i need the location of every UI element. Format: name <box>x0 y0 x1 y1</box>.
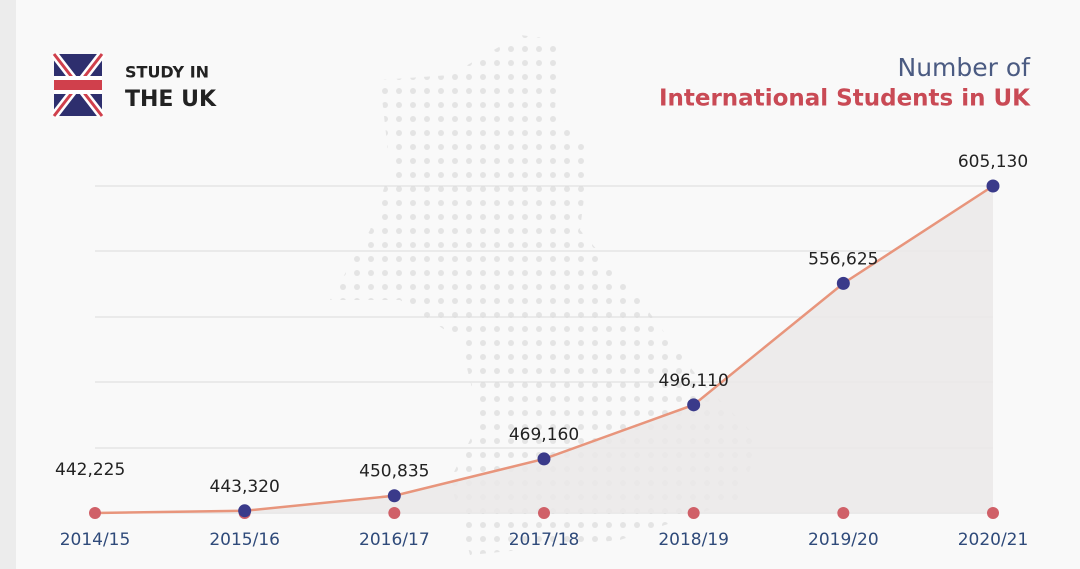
x-tick-label: 2014/15 <box>60 530 131 550</box>
flag <box>50 51 106 119</box>
value-label: 605,130 <box>958 152 1028 172</box>
logo-line2: THE UK <box>125 87 217 112</box>
value-label: 442,225 <box>55 460 125 480</box>
value-label: 496,110 <box>659 371 729 391</box>
baseline-marker <box>837 507 850 519</box>
x-tick-label: 2020/21 <box>958 530 1029 550</box>
x-tick-label: 2015/16 <box>209 530 280 550</box>
logo-line1: STUDY IN <box>125 63 209 82</box>
point <box>836 276 850 290</box>
chart-subtitle: International Students in UK <box>659 86 1031 112</box>
point <box>986 179 1000 193</box>
x-tick-label: 2016/17 <box>359 530 430 550</box>
point <box>387 489 401 503</box>
x-tick-label: 2019/20 <box>808 530 879 550</box>
baseline-marker <box>687 507 700 519</box>
value-label: 469,160 <box>509 425 579 445</box>
baseline-marker <box>388 507 401 519</box>
area <box>95 186 993 513</box>
baseline-marker <box>89 507 101 519</box>
value-label: 556,625 <box>808 249 878 269</box>
baseline-marker <box>987 507 999 519</box>
chart-title: Number of <box>898 53 1032 82</box>
value-label: 443,320 <box>210 477 280 497</box>
baseline-marker <box>538 507 550 519</box>
left-strip <box>0 0 16 569</box>
x-tick-label: 2017/18 <box>509 530 580 550</box>
x-tick-label: 2018/19 <box>658 530 729 550</box>
flag-cross <box>54 80 102 90</box>
point <box>537 452 551 466</box>
point <box>238 504 252 518</box>
value-label: 450,835 <box>359 462 429 482</box>
point <box>687 398 701 412</box>
